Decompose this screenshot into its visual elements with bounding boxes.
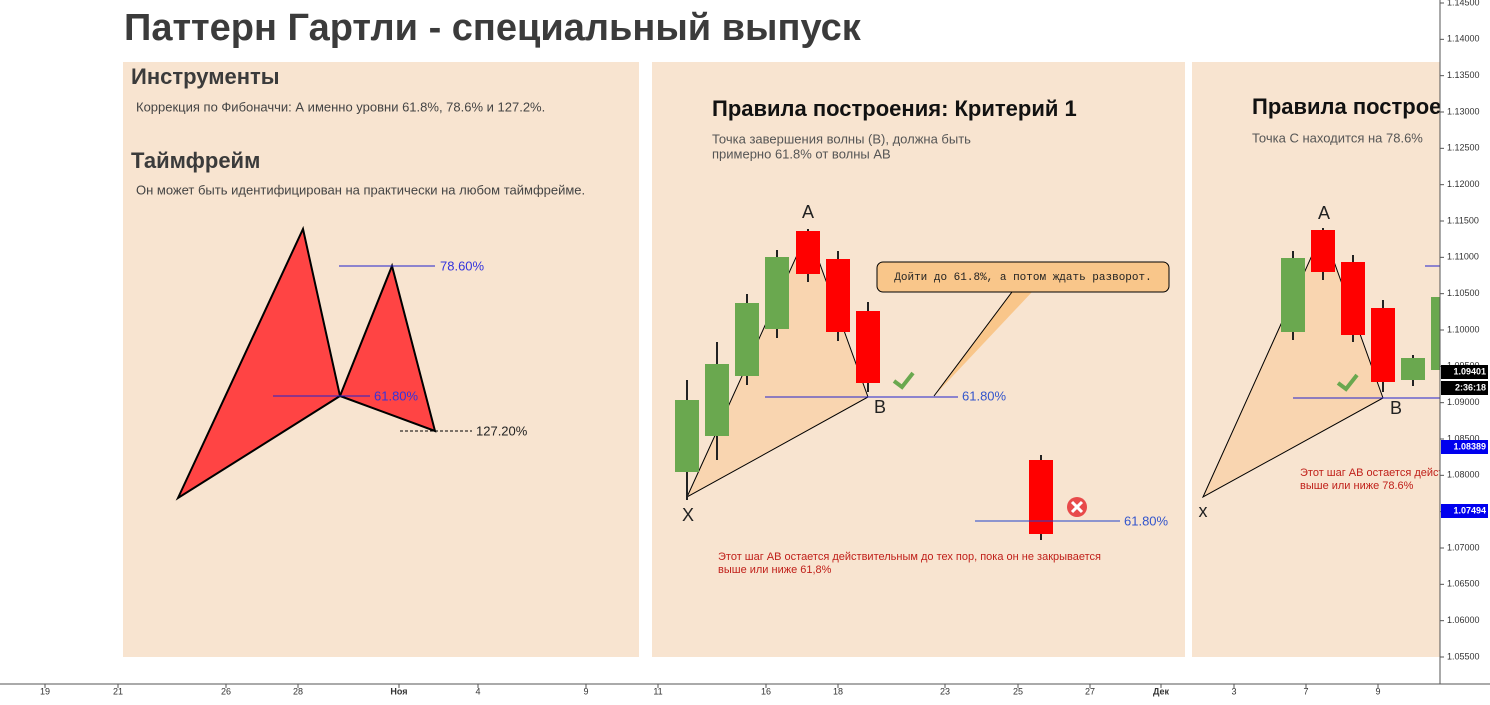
level-label: 61.80% — [962, 388, 1007, 403]
price-badge-label: 1.07494 — [1453, 505, 1486, 515]
check-icon — [1336, 373, 1359, 392]
text: Коррекция по Фибоначчи: А именно уровни … — [136, 99, 545, 114]
x-icon-mark — [1070, 500, 1084, 514]
time-label: 7 — [1303, 686, 1308, 696]
point-label: X — [682, 505, 694, 525]
price-label: 1.12000 — [1447, 179, 1480, 189]
price-label: 1.14500 — [1447, 0, 1480, 7]
time-label: 18 — [833, 686, 843, 696]
time-label: 28 — [293, 686, 303, 696]
title: Паттерн Гартли - специальный выпуск — [124, 7, 862, 49]
price-label: 1.11500 — [1447, 215, 1479, 225]
callout — [876, 261, 1170, 293]
price-label: 1.10000 — [1447, 324, 1480, 334]
candle-body — [1371, 308, 1395, 382]
price-label: 1.13500 — [1447, 70, 1480, 80]
pattern-shape — [338, 262, 437, 433]
text: Точка завершения волны (B), должна быть — [712, 131, 971, 146]
note: выше или ниже 78.6% — [1300, 480, 1414, 492]
price-badge — [1441, 440, 1488, 454]
time-label: 9 — [583, 686, 588, 696]
candle-body — [675, 400, 699, 472]
candle-body — [856, 311, 880, 383]
price-label: 1.06000 — [1447, 615, 1480, 625]
heading: Правила построения: Критерий 1 — [712, 96, 1077, 121]
price-badge — [1441, 504, 1488, 518]
time-label: 9 — [1375, 686, 1380, 696]
heading: Таймфрейм — [131, 148, 260, 173]
price-badge-label: 1.09401 — [1453, 366, 1486, 376]
candle-body — [796, 231, 820, 274]
candle-body — [1029, 460, 1053, 534]
time-label: 27 — [1085, 686, 1095, 696]
chart-area: Паттерн Гартли - специальный выпуск Инст… — [123, 7, 1490, 657]
note: Этот шаг AB остается действительным до т… — [718, 551, 1101, 563]
time-label: 21 — [113, 686, 123, 696]
level-label: 127.20% — [476, 423, 528, 438]
price-label: 1.14000 — [1447, 34, 1480, 44]
level-label: 78.60% — [440, 258, 485, 273]
heading: Инструменты — [131, 64, 280, 89]
price-label: 1.10500 — [1447, 288, 1480, 298]
time-label: 4 — [475, 686, 480, 696]
pattern-shape — [175, 225, 342, 501]
callout-text: Дойти до 61.8%, а потом ждать разворот. — [894, 272, 1151, 284]
heading: Правила построения: Критерий 2 — [1252, 94, 1490, 119]
time-label: 3 — [1231, 686, 1236, 696]
candle-body — [735, 303, 759, 376]
price-label: 1.13000 — [1447, 106, 1480, 116]
time-label: 23 — [940, 686, 950, 696]
candle-body — [826, 259, 850, 332]
point-label: A — [1318, 203, 1330, 223]
candle-body — [1401, 358, 1425, 380]
note: Этот шаг AB остается действительным до т… — [1300, 467, 1490, 479]
point-label: B — [1390, 398, 1402, 418]
text: Он может быть идентифицирован на практич… — [136, 182, 585, 197]
point-label: B — [874, 397, 886, 417]
time-label: 16 — [761, 686, 771, 696]
candle-body — [1311, 230, 1335, 272]
candle-body — [1281, 258, 1305, 332]
text: примерно 61.8% от волны AB — [712, 146, 891, 161]
price-label: 1.07000 — [1447, 542, 1480, 552]
price-label: 1.11000 — [1447, 252, 1479, 262]
price-label: 1.12500 — [1447, 143, 1480, 153]
price-label: 1.06500 — [1447, 579, 1480, 589]
time-label: Дек — [1153, 686, 1170, 696]
time-label: 26 — [221, 686, 231, 696]
time-label: 25 — [1013, 686, 1023, 696]
price-label: 1.08500 — [1447, 433, 1480, 443]
price-badge-label: 1.08389 — [1453, 441, 1486, 451]
time-label: Ноя — [390, 686, 407, 696]
time-label: 19 — [40, 686, 50, 696]
candle-body — [1341, 262, 1365, 335]
price-badge — [1441, 365, 1488, 379]
price-badge-label: 2:36:18 — [1455, 382, 1486, 392]
candle-body — [765, 257, 789, 329]
level-label: 61.80% — [1124, 513, 1169, 528]
price-label: 1.08000 — [1447, 470, 1480, 480]
price-label: 1.09000 — [1447, 397, 1480, 407]
price-label: 1.05500 — [1447, 651, 1480, 661]
point-label: x — [1199, 501, 1208, 521]
note: выше или ниже 61,8% — [718, 564, 832, 576]
time-label: 11 — [653, 686, 662, 696]
price-axis — [1440, 0, 1490, 684]
price-badge — [1441, 381, 1488, 395]
candle-body — [1431, 297, 1440, 370]
level-label: 61.80% — [374, 388, 419, 403]
text: Точка C находится на 78.6% — [1252, 130, 1423, 145]
candle-body — [705, 364, 729, 436]
check-icon — [892, 371, 915, 390]
point-label: A — [802, 202, 814, 222]
